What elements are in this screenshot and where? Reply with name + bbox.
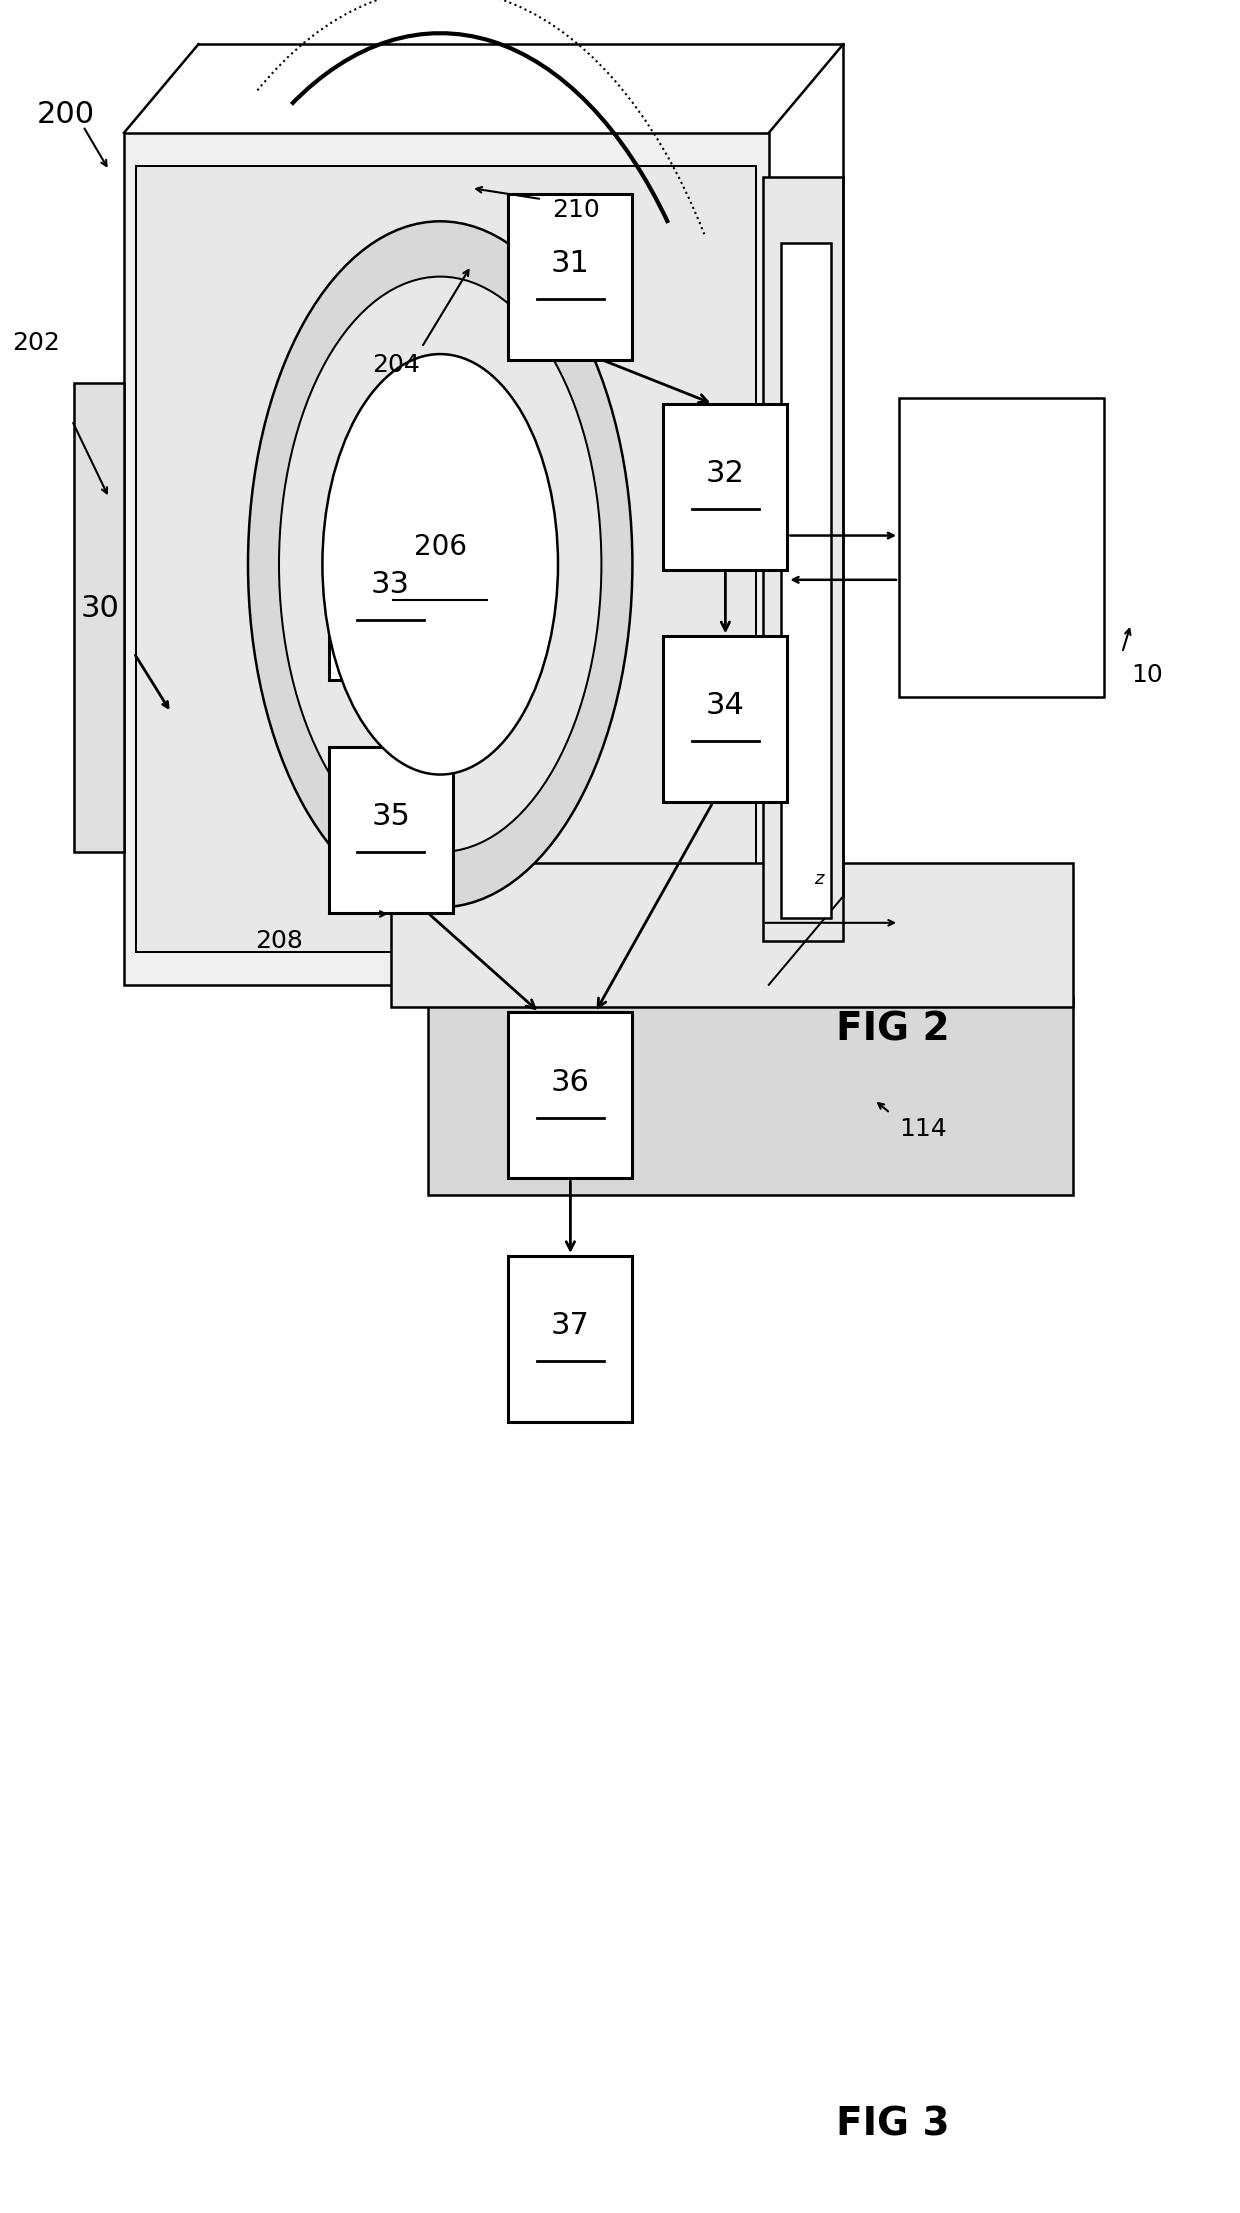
Text: 31: 31 [551, 248, 590, 279]
Text: 33: 33 [371, 569, 410, 600]
Text: 10: 10 [1131, 664, 1163, 686]
Circle shape [279, 277, 601, 852]
Bar [508, 1255, 632, 1421]
Text: 200: 200 [37, 100, 95, 128]
Bar [124, 133, 769, 985]
Text: 114: 114 [899, 1118, 947, 1140]
Bar [899, 398, 1104, 697]
Text: 37: 37 [551, 1310, 590, 1341]
Text: 204: 204 [372, 354, 420, 376]
Bar [391, 863, 1073, 1007]
Text: FIG 3: FIG 3 [836, 2105, 950, 2144]
Bar [663, 637, 787, 801]
Bar [763, 177, 843, 941]
Text: 210: 210 [552, 199, 600, 221]
Text: 30: 30 [81, 593, 119, 624]
Text: 32: 32 [706, 458, 745, 489]
Text: FIG 2: FIG 2 [836, 1009, 950, 1049]
Text: 35: 35 [371, 801, 410, 832]
Bar [136, 166, 756, 952]
Text: z: z [813, 870, 823, 887]
Bar [428, 996, 1073, 1195]
Bar [663, 403, 787, 569]
Bar [508, 1014, 632, 1177]
Bar [74, 383, 124, 852]
Text: 202: 202 [12, 332, 61, 354]
Bar [508, 195, 632, 359]
Text: 208: 208 [255, 929, 303, 952]
Text: 34: 34 [706, 690, 745, 721]
Bar [781, 243, 831, 918]
Bar [329, 748, 453, 912]
Text: 206: 206 [414, 533, 466, 560]
Bar [329, 516, 453, 682]
Circle shape [248, 221, 632, 907]
Text: 36: 36 [551, 1067, 590, 1098]
Circle shape [322, 354, 558, 775]
